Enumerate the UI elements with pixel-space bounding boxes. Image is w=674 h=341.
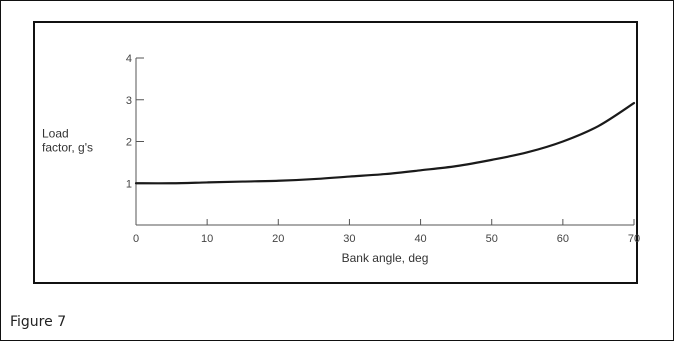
x-tick-label-10: 10 — [201, 233, 213, 245]
x-tick-label-30: 30 — [343, 233, 355, 245]
y-tick-label-4: 4 — [126, 53, 132, 65]
y-axis-label: Load factor, g's — [42, 127, 93, 155]
y-tick-label-3: 3 — [126, 95, 132, 107]
y-tick-label-1: 1 — [126, 178, 132, 190]
x-tick-label-70: 70 — [628, 233, 640, 245]
chart-tick-labels: 0 10 20 30 40 50 60 70 1 2 3 4 — [126, 53, 640, 245]
chart-series — [134, 101, 636, 185]
chart-ticks — [135, 57, 635, 225]
y-axis-label-line-2: factor, g's — [42, 141, 93, 155]
x-tick-label-60: 60 — [557, 233, 569, 245]
chart-panel — [33, 21, 638, 284]
x-tick-label-40: 40 — [414, 233, 426, 245]
chart-axes — [135, 58, 634, 226]
x-axis-label: Bank angle, deg — [342, 251, 429, 265]
x-tick-label-50: 50 — [486, 233, 498, 245]
load-factor-curve — [134, 101, 636, 185]
figure-caption: Figure 7 — [10, 314, 67, 330]
x-tick-label-0: 0 — [133, 233, 139, 245]
y-axis-label-line-1: Load — [42, 127, 69, 141]
x-tick-label-20: 20 — [272, 233, 284, 245]
y-tick-label-2: 2 — [126, 137, 132, 149]
